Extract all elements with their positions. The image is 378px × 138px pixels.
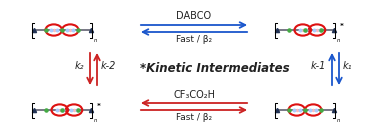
Text: n: n [336,117,340,123]
Text: n: n [93,38,97,43]
Text: DABCO: DABCO [177,11,212,21]
Text: k₁: k₁ [343,61,353,71]
Text: k-2: k-2 [101,61,116,71]
Text: Fast / β₂: Fast / β₂ [176,113,212,122]
Text: *: * [340,22,344,29]
Text: *Kinetic Intermediates: *Kinetic Intermediates [140,62,290,75]
Text: Fast / β₂: Fast / β₂ [176,35,212,44]
Text: k₂: k₂ [74,61,84,71]
Text: n: n [93,117,97,123]
Text: k-1: k-1 [311,61,326,71]
Text: n: n [336,38,340,43]
Text: CF₃CO₂H: CF₃CO₂H [173,90,215,100]
Text: *: * [97,103,101,108]
